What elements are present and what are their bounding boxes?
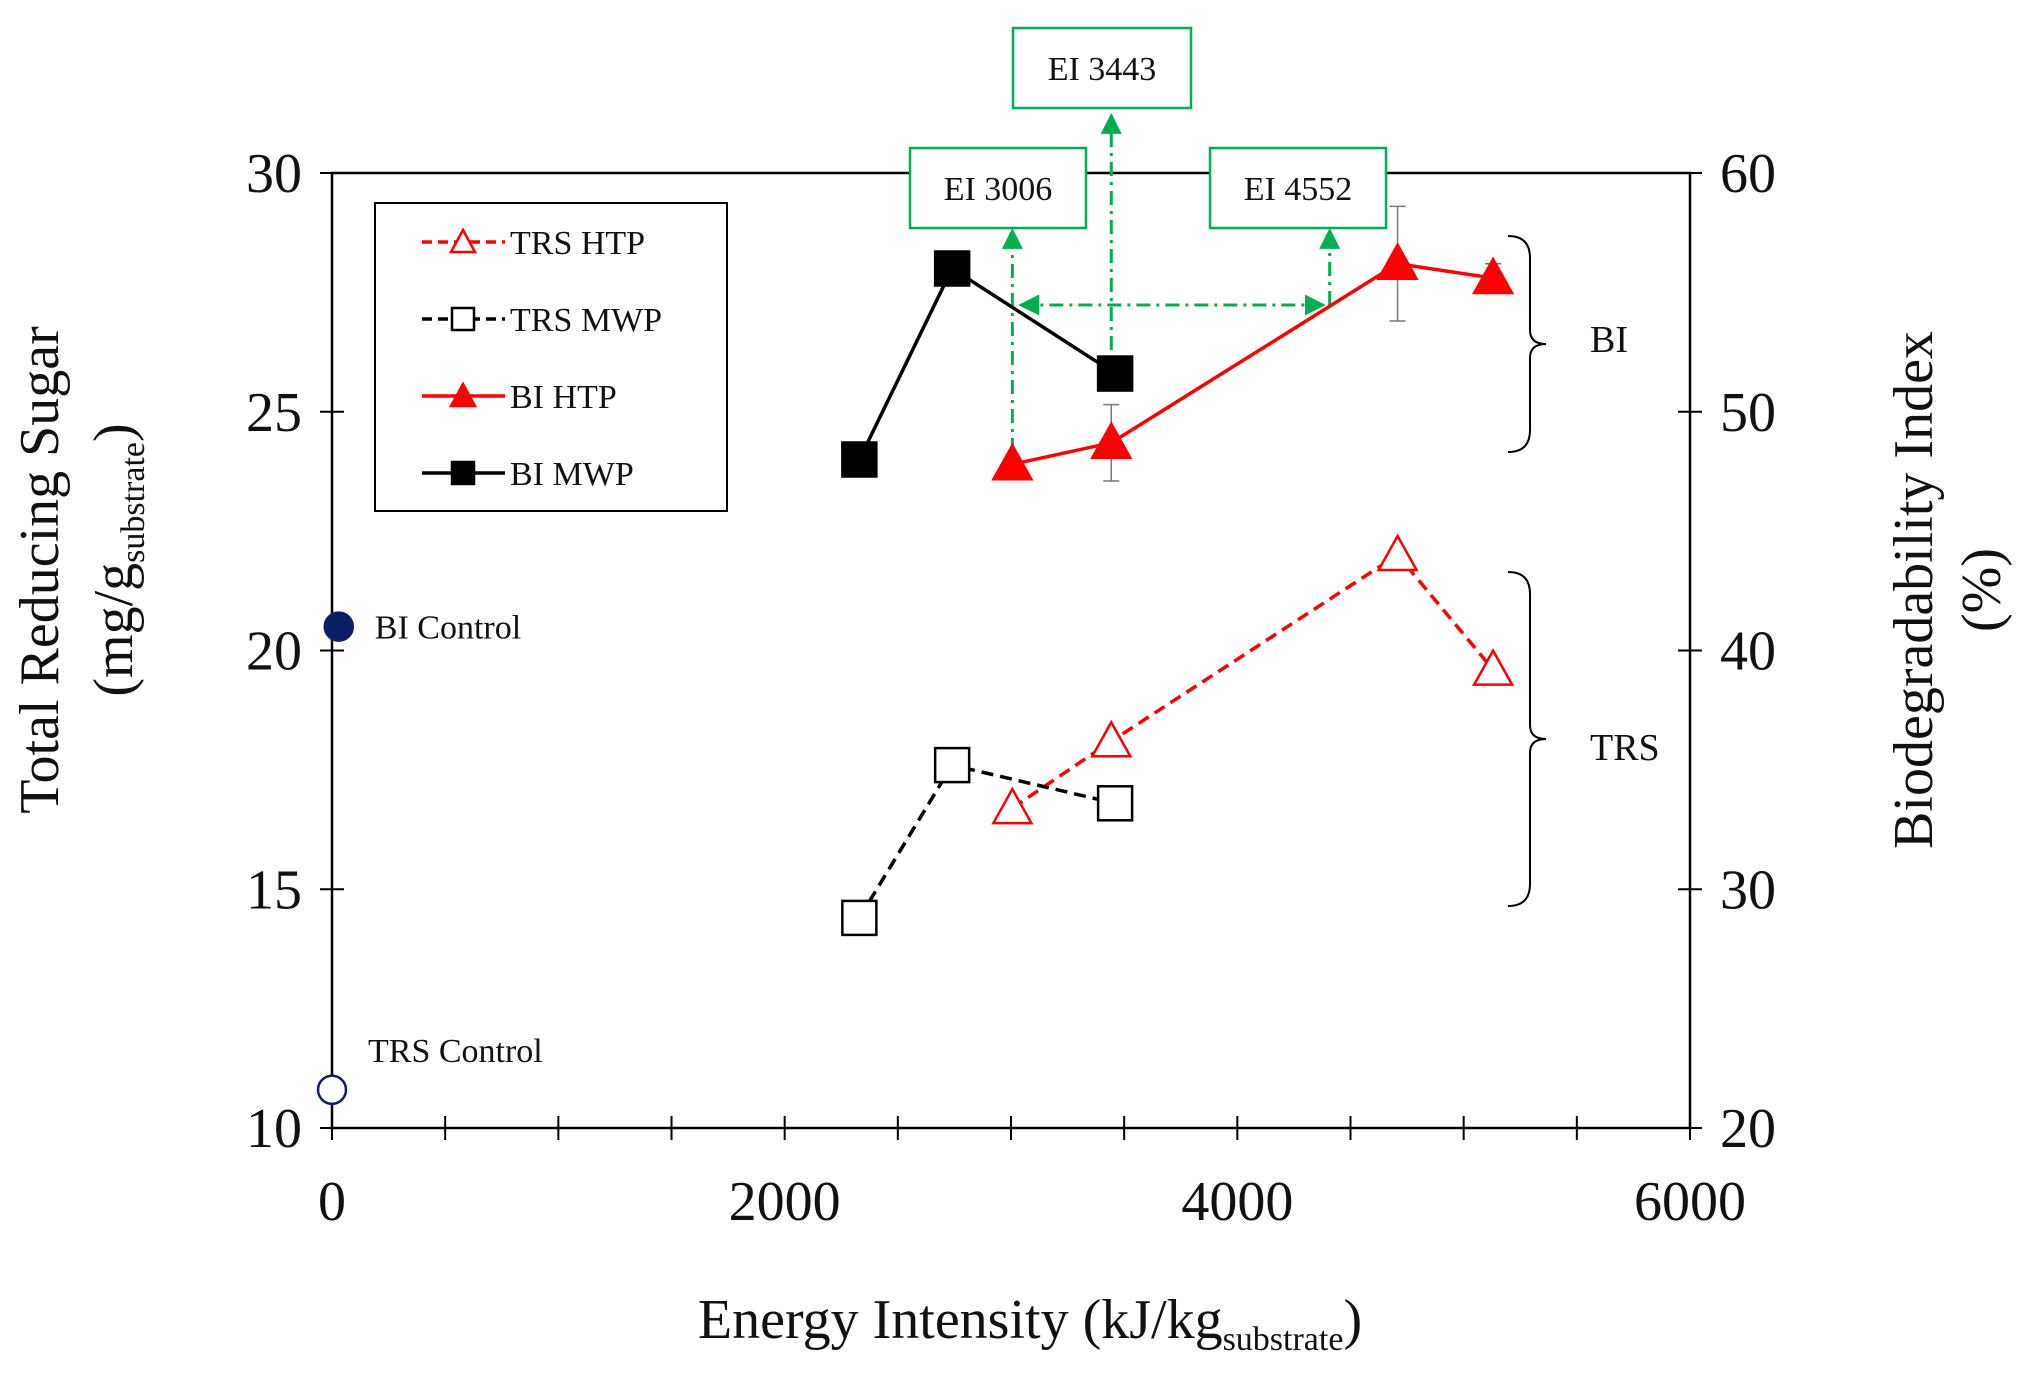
data-point bbox=[841, 441, 878, 478]
bi-bracket bbox=[1507, 235, 1547, 453]
bi-group-label: BI bbox=[1590, 319, 1628, 361]
legend: TRS HTP TRS MWP BI HTP BI MWP bbox=[374, 202, 728, 512]
control-label: BI Control bbox=[375, 610, 521, 647]
data-point bbox=[933, 250, 971, 287]
data-point bbox=[1376, 533, 1419, 572]
control-label: TRS Control bbox=[368, 1033, 543, 1070]
y-left-tick-label: 20 bbox=[246, 621, 302, 683]
legend-label: TRS MWP bbox=[510, 302, 662, 339]
annotation-box bbox=[1011, 26, 1193, 110]
legend-label: BI HTP bbox=[510, 379, 617, 416]
data-point bbox=[1096, 785, 1134, 822]
y-right-axis-title-line2: (%) bbox=[1951, 548, 2013, 632]
series-trs-mwp bbox=[841, 746, 1134, 937]
y-right-tick-label: 30 bbox=[1720, 859, 1776, 921]
y-left-tick-label: 15 bbox=[246, 859, 302, 921]
annotation-label: EI 4552 bbox=[1244, 171, 1353, 208]
trs-bracket bbox=[1507, 571, 1547, 907]
series-line bbox=[1011, 261, 1494, 466]
control-point bbox=[323, 611, 355, 642]
data-point bbox=[1471, 256, 1515, 295]
annotation-label: EI 3443 bbox=[1048, 51, 1157, 88]
annotation-box bbox=[1208, 146, 1388, 230]
control-point bbox=[316, 1074, 348, 1106]
data-point bbox=[1376, 242, 1419, 280]
data-point bbox=[841, 899, 878, 937]
y-left-axis-title-line2: (mg/gsubstrate) bbox=[83, 423, 152, 696]
legend-marker bbox=[450, 460, 476, 486]
x-axis-title: Energy Intensity (kJ/kgsubstrate) bbox=[698, 1289, 1362, 1358]
y-left-axis-title-line1: Total Reducing Sugar bbox=[9, 326, 71, 814]
legend-label: TRS HTP bbox=[510, 225, 645, 262]
series-trs-htp bbox=[991, 533, 1515, 825]
x-tick-label: 2000 bbox=[729, 1171, 841, 1233]
y-right-tick-label: 50 bbox=[1720, 382, 1776, 444]
data-point bbox=[1090, 421, 1133, 460]
series-line bbox=[1011, 552, 1495, 810]
y-left-tick-label: 30 bbox=[246, 143, 302, 205]
x-tick-label: 6000 bbox=[1634, 1171, 1746, 1233]
series-bi-htp bbox=[991, 205, 1515, 482]
series-line bbox=[857, 265, 1117, 461]
series-bi-mwp bbox=[841, 250, 1134, 478]
y-right-axis-title-line1: Biodegradability Index bbox=[1883, 331, 1945, 849]
y-right-tick-label: 60 bbox=[1720, 143, 1776, 205]
annotation-label: EI 3006 bbox=[944, 171, 1053, 208]
legend-marker bbox=[448, 227, 478, 254]
annotation-box bbox=[908, 146, 1088, 230]
trs-group-label: TRS bbox=[1590, 727, 1660, 769]
legend-label: BI MWP bbox=[510, 456, 634, 493]
data-point bbox=[1096, 355, 1134, 392]
legend-marker bbox=[448, 381, 478, 408]
legend-box bbox=[374, 202, 728, 512]
y-right-tick-label: 20 bbox=[1720, 1098, 1776, 1160]
data-point bbox=[1471, 648, 1515, 686]
y-left-tick-label: 25 bbox=[246, 382, 302, 444]
x-tick-label: 4000 bbox=[1181, 1171, 1293, 1233]
y-left-tick-label: 10 bbox=[246, 1098, 302, 1160]
legend-marker bbox=[450, 306, 476, 332]
x-tick-label: 0 bbox=[318, 1171, 346, 1233]
data-point bbox=[1090, 719, 1133, 758]
data-point bbox=[991, 442, 1034, 481]
data-point bbox=[991, 786, 1034, 825]
series-line bbox=[857, 763, 1116, 919]
y-right-tick-label: 40 bbox=[1720, 621, 1776, 683]
data-point bbox=[933, 746, 971, 784]
